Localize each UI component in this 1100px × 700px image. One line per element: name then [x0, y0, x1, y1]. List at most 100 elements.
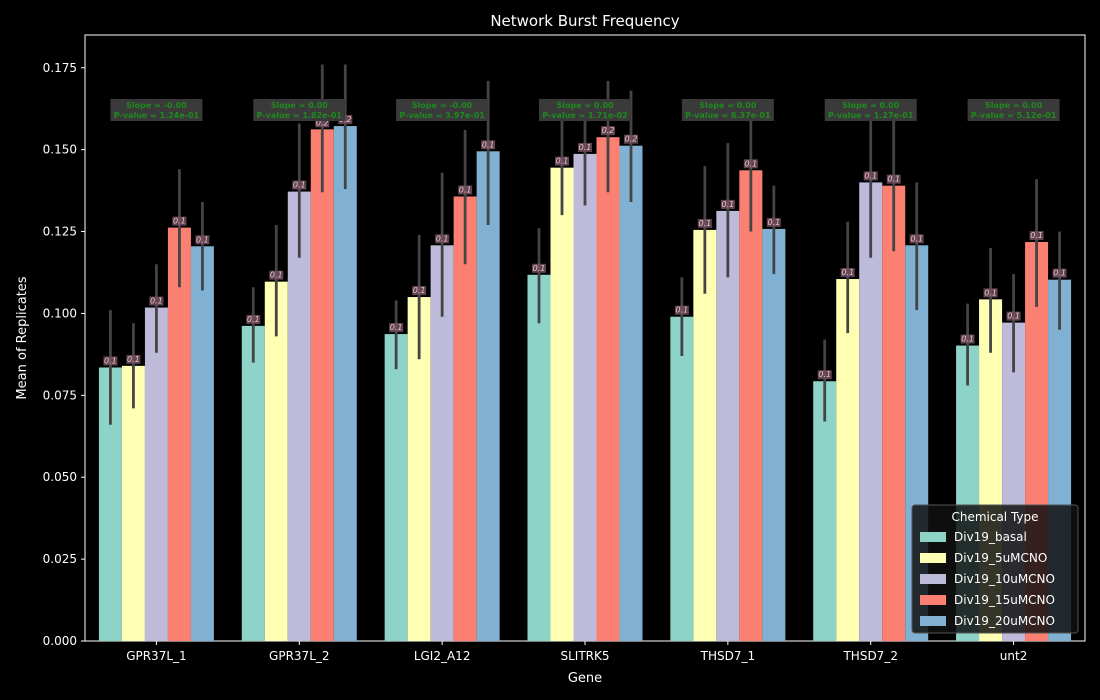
annotation-box [539, 99, 631, 121]
legend: Chemical Type Div19_basal Div19_5uMCNO Div1… [911, 504, 1079, 634]
bar-label: 0.2 [316, 118, 329, 127]
bar [596, 137, 620, 641]
annotation-pvalue: P-value = 1.82e-01 [257, 111, 343, 120]
bar [693, 229, 717, 641]
legend-title: Chemical Type [951, 510, 1038, 524]
bar [813, 381, 837, 641]
annotation-pvalue: P-value = 5.12e-01 [971, 111, 1057, 120]
bar-label-box [886, 174, 901, 184]
bar-label: 0.1 [270, 271, 283, 280]
legend-swatch [920, 553, 946, 563]
bar-label: 0.2 [625, 135, 638, 144]
x-tick-label: GPR37L_1 [126, 649, 186, 663]
bar [453, 196, 477, 641]
bar [430, 245, 454, 641]
bar-label: 0.1 [864, 171, 877, 180]
bar-label-box [863, 171, 878, 181]
annotation-box [824, 99, 917, 121]
bar-label-box [481, 140, 496, 150]
bar [619, 145, 643, 641]
annotation-slope: Slope = -0.00 [412, 101, 473, 110]
bar [98, 367, 122, 641]
bar-label: 0.1 [196, 235, 209, 244]
legend-swatch [920, 595, 946, 605]
bar-label: 0.1 [390, 323, 403, 332]
y-tick-label: 0.100 [43, 306, 77, 320]
bar [190, 246, 214, 642]
bar-label-box [389, 323, 404, 333]
annotation-pvalue: P-value = 8.37e-01 [685, 111, 771, 120]
bar [762, 228, 786, 642]
legend-entry: Div19_5uMCNO [954, 551, 1047, 565]
y-tick-label: 0.000 [43, 634, 77, 648]
bar [333, 126, 357, 641]
y-tick-label: 0.025 [43, 552, 77, 566]
bar-label-box [195, 235, 210, 245]
bar-label: 0.1 [104, 356, 117, 365]
annotation-slope: Slope = 0.00 [556, 101, 614, 110]
bar-label: 0.1 [173, 217, 186, 226]
bar-label: 0.1 [413, 286, 426, 295]
bar-label-box [697, 218, 712, 228]
bar [241, 325, 265, 641]
bar-label: 0.1 [721, 200, 734, 209]
bar-label-box [720, 199, 735, 209]
bar [573, 153, 597, 641]
bar-label-box [435, 234, 450, 244]
bar-label-box [103, 356, 118, 366]
annotation-box [681, 99, 774, 121]
legend-swatch [920, 532, 946, 542]
bar [407, 297, 431, 641]
bar [264, 281, 288, 641]
y-tick-label: 0.075 [43, 388, 77, 402]
bar-label: 0.2 [602, 126, 615, 135]
x-tick-label: THSD7_1 [700, 649, 755, 663]
bar [384, 334, 408, 641]
bar-label: 0.1 [961, 335, 974, 344]
bar-label: 0.1 [910, 234, 923, 243]
y-tick-label: 0.125 [43, 225, 77, 239]
bar-label-box [674, 305, 689, 315]
bar-label-box [555, 156, 569, 166]
annotation-pvalue: P-value = 1.24e-01 [114, 111, 200, 120]
bar-label-box [458, 185, 473, 195]
bar-label-box [743, 159, 758, 169]
annotation-slope: Slope = -0.00 [126, 101, 187, 110]
bar-label-box [601, 126, 615, 136]
bar-label: 0.1 [533, 264, 546, 273]
x-axis-label: Gene [568, 671, 602, 686]
bar-label-box [292, 180, 307, 190]
bar [287, 191, 311, 641]
bar-label: 0.1 [482, 140, 495, 149]
bar-label: 0.1 [818, 370, 831, 379]
bar [836, 279, 860, 641]
bar-label-box [315, 118, 330, 128]
annotation-box [253, 99, 346, 121]
bar-label: 0.1 [127, 355, 140, 364]
bar-label-box [766, 217, 781, 227]
bar-label: 0.1 [1053, 269, 1066, 278]
y-tick-label: 0.175 [43, 61, 77, 75]
bar-label: 0.1 [459, 185, 472, 194]
annotation-pvalue: P-value = 3.97e-01 [399, 111, 485, 120]
bar-label-box [149, 296, 164, 306]
annotation-pvalue: P-value = 1.71e-02 [542, 111, 627, 120]
annotation-box [110, 99, 203, 121]
bar-label-box [983, 288, 998, 298]
bar-label: 0.1 [744, 159, 757, 168]
bar [167, 227, 191, 641]
bar-label-box [624, 134, 638, 144]
legend-entry: Div19_15uMCNO [954, 593, 1055, 607]
legend-entry: Div19_basal [954, 530, 1027, 544]
bar-label-box [578, 142, 592, 152]
bar-label: 0.1 [675, 306, 688, 315]
bar-label-box [1029, 231, 1044, 241]
bar-label-box [817, 370, 832, 380]
bar-label-box [269, 270, 284, 280]
bar-label-box [909, 234, 924, 244]
bar-label: 0.1 [1030, 231, 1043, 240]
bar-label-box [1006, 311, 1021, 321]
x-tick-label: THSD7_2 [842, 649, 897, 663]
bar-label: 0.1 [150, 297, 163, 306]
